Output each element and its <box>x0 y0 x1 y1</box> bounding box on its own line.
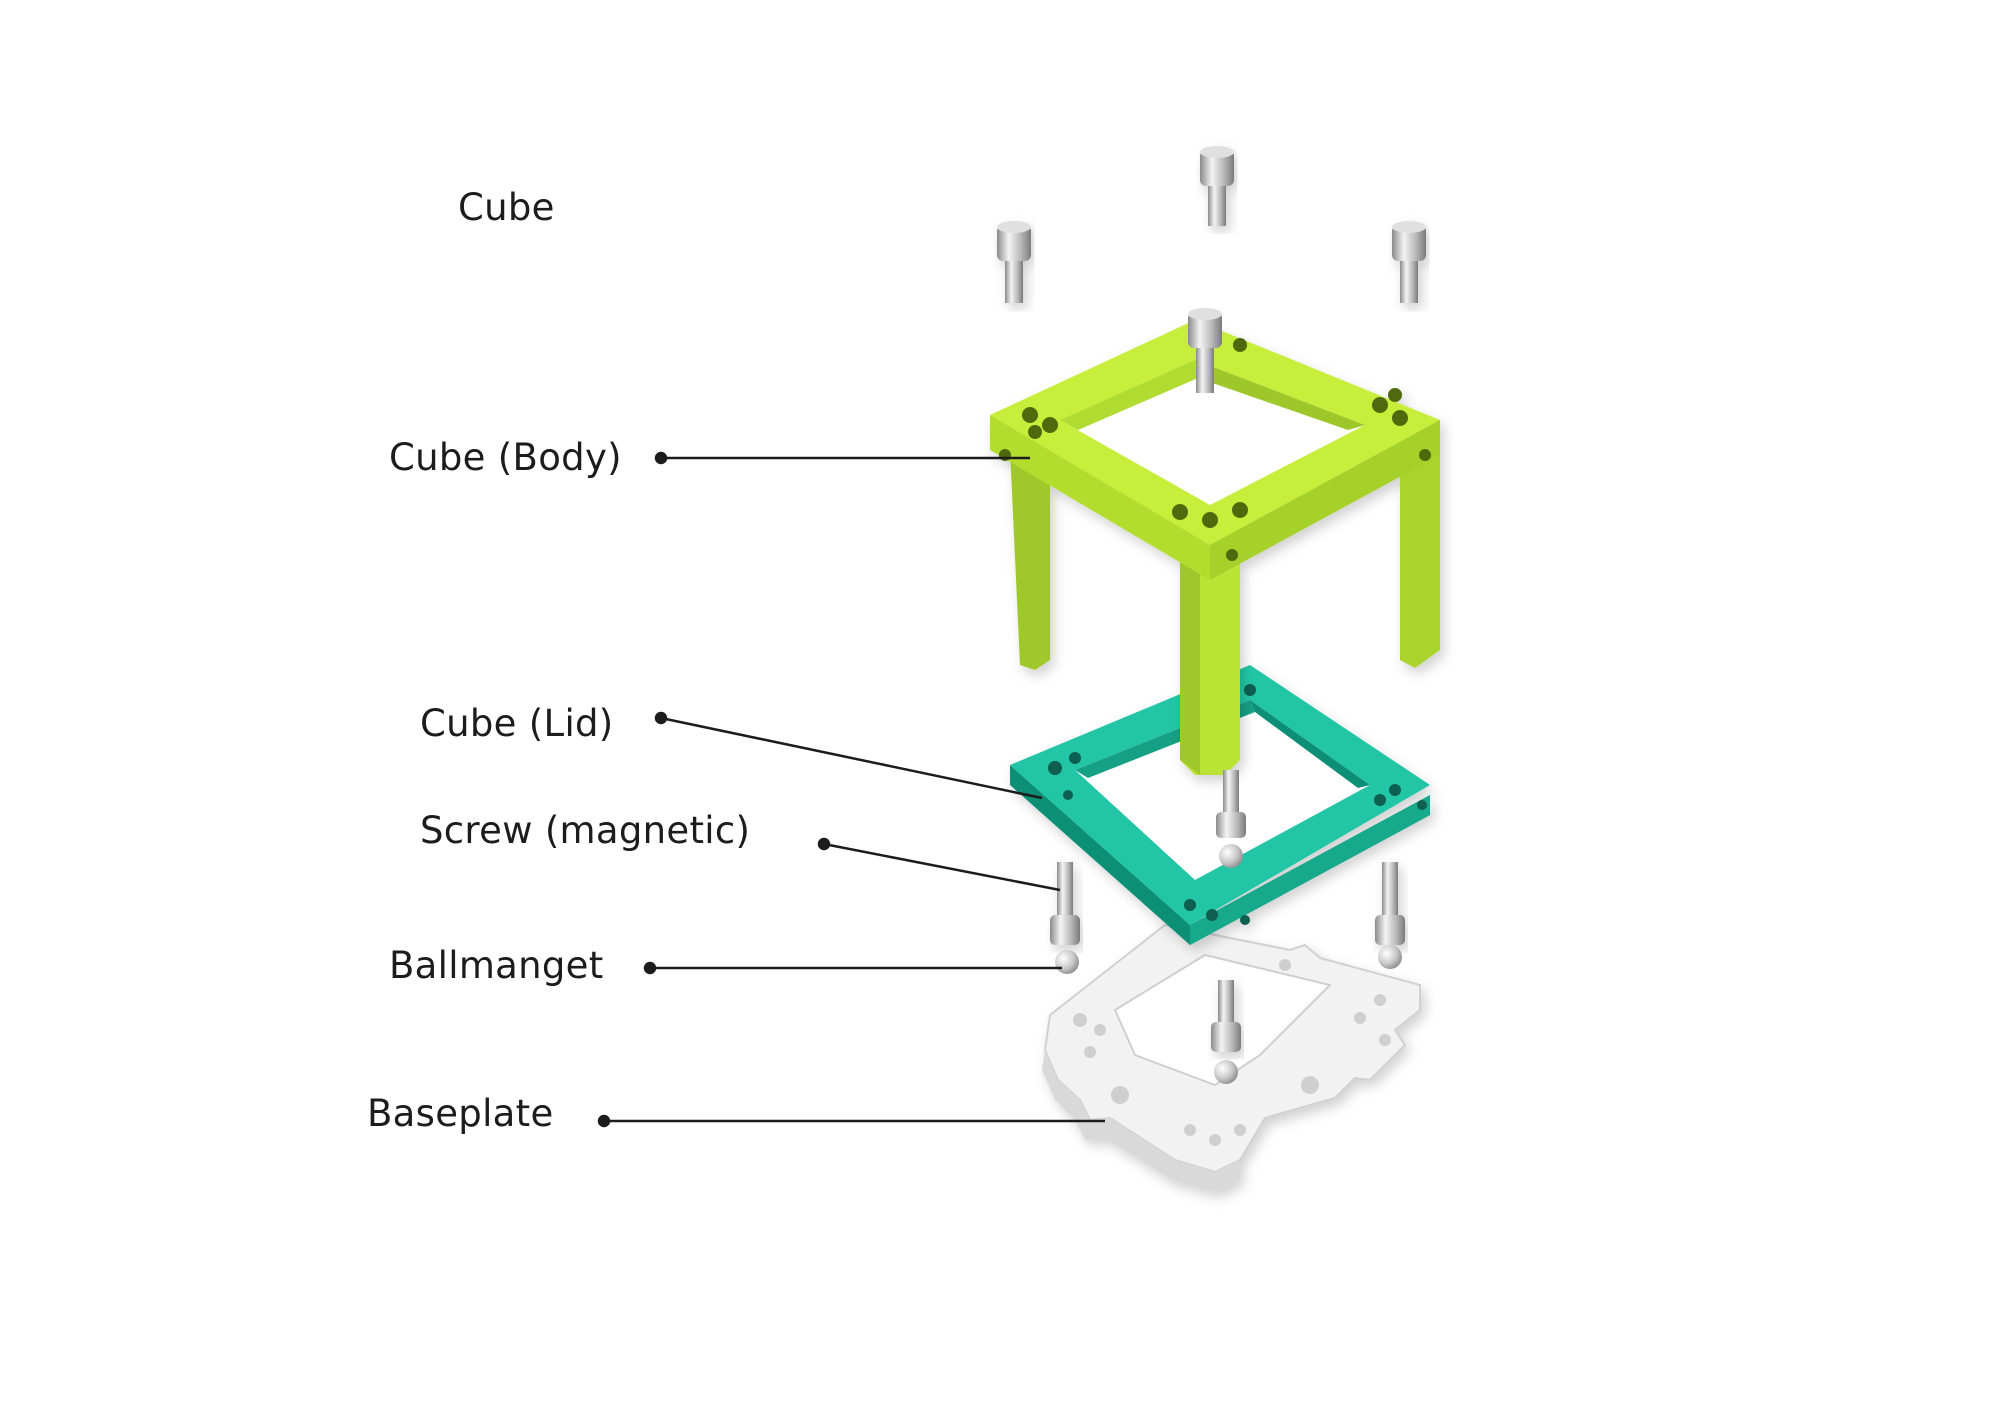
cube-body-part <box>990 320 1440 775</box>
label-baseplate: Baseplate <box>367 1092 554 1135</box>
leader-screw <box>817 837 1061 892</box>
leader-lid <box>654 711 1043 800</box>
screw-top-right <box>1392 221 1426 303</box>
screw-top-center <box>1200 146 1234 226</box>
leader-baseplate <box>597 1114 1105 1128</box>
magnetic-screw-center-upper <box>1216 770 1246 838</box>
label-screw-magnetic: Screw (magnetic) <box>420 809 751 852</box>
label-ball-magnet: Ballmanget <box>389 944 604 987</box>
screw-top-left <box>997 221 1031 303</box>
diagram-title: Cube <box>458 186 555 229</box>
baseplate-part <box>1042 923 1421 1192</box>
magnetic-screw-left <box>1050 862 1080 945</box>
screw-top-inner <box>1188 308 1222 393</box>
label-cube-lid: Cube (Lid) <box>420 702 614 745</box>
baseplate-holes <box>1073 959 1391 1146</box>
leader-lines <box>597 451 1105 1128</box>
ball-magnets <box>1055 844 1402 1084</box>
leader-body <box>654 451 1030 465</box>
lid-holes <box>1048 684 1427 925</box>
label-cube-body: Cube (Body) <box>389 436 622 479</box>
magnetic-screw-center-lower <box>1211 980 1241 1052</box>
cube-lid-part <box>1010 665 1430 945</box>
body-holes <box>999 328 1431 561</box>
leader-magnet <box>643 961 1062 975</box>
magnetic-screw-right <box>1375 862 1405 945</box>
